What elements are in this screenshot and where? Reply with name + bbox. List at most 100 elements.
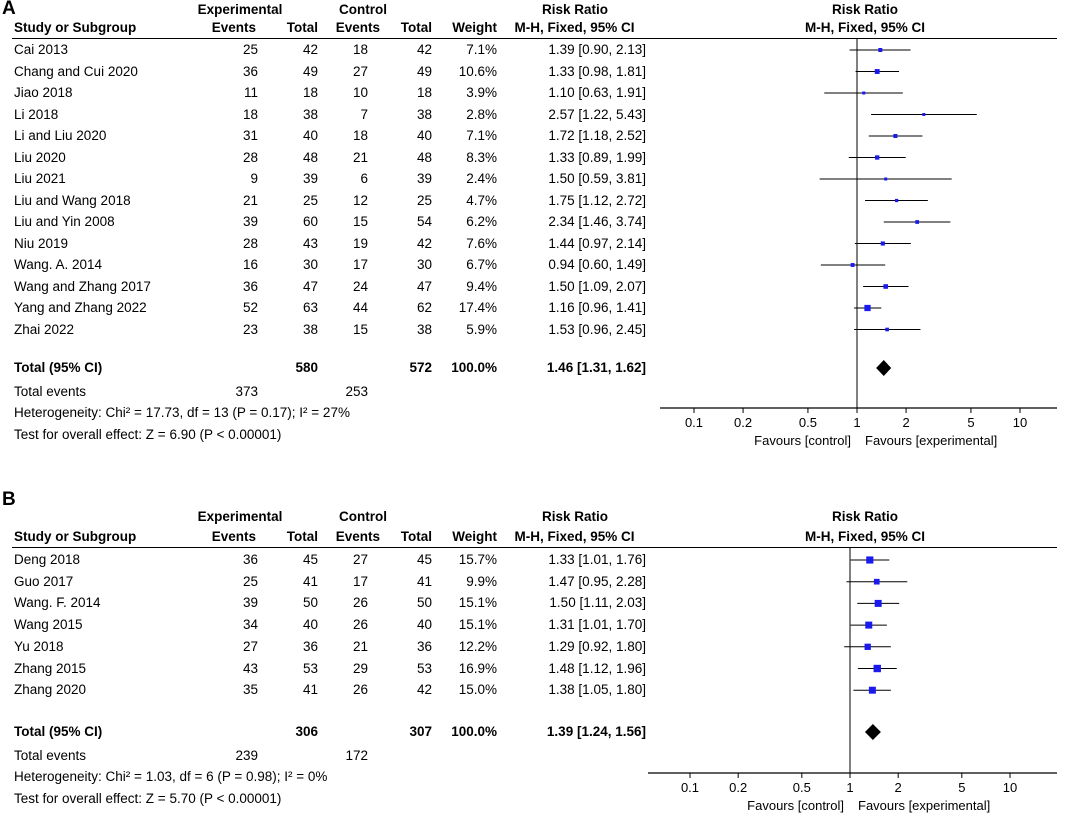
header-total-exp: Total: [286, 20, 318, 35]
risk-ratio-ci: 1.10 [0.63, 1.91]: [548, 85, 646, 100]
events-ctrl: 24: [352, 278, 368, 294]
study-name: Liu and Wang 2018: [14, 192, 131, 208]
events-exp: 27: [242, 638, 258, 654]
x-axis-tick-label: 1: [853, 415, 860, 430]
events-ctrl: 21: [352, 149, 368, 165]
total-ctrl: 45: [416, 552, 432, 567]
point-estimate-square: [874, 69, 880, 74]
pooled-estimate-diamond: [864, 724, 881, 740]
favours-control-label: Favours [control]: [754, 433, 851, 448]
study-name: Chang and Cui 2020: [14, 63, 138, 79]
events-exp: 11: [243, 85, 258, 100]
pooled-estimate-diamond: [876, 360, 892, 376]
forest-plot-panel-a: A Experimental Control Risk Ratio Risk Ratio…: [2, 0, 1057, 448]
total-risk-ratio-ci: 1.46 [1.31, 1.62]: [546, 360, 646, 375]
point-estimate-square: [873, 578, 880, 585]
total-ctrl: 30: [416, 257, 432, 272]
header-weight: Weight: [452, 529, 497, 544]
risk-ratio-ci: 1.53 [0.96, 2.45]: [548, 321, 646, 337]
risk-ratio-ci: 1.50 [0.59, 3.81]: [548, 171, 646, 186]
risk-ratio-ci: 1.33 [1.01, 1.76]: [548, 552, 646, 567]
point-estimate-square: [880, 241, 885, 246]
events-ctrl: 12: [352, 192, 368, 208]
events-exp: 36: [242, 63, 258, 79]
header-risk-ratio: Risk Ratio: [541, 2, 609, 17]
risk-ratio-ci: 1.31 [1.01, 1.70]: [548, 617, 646, 633]
header-experimental: Experimental: [197, 509, 283, 524]
risk-ratio-ci: 2.34 [1.46, 3.74]: [548, 214, 646, 229]
risk-ratio-ci: 1.44 [0.97, 2.14]: [548, 235, 646, 251]
weight: 16.9%: [458, 660, 497, 676]
events-ctrl: 29: [352, 660, 368, 676]
study-name: Guo 2017: [14, 573, 74, 589]
risk-ratio-ci: 1.39 [0.90, 2.13]: [548, 42, 646, 57]
weight: 9.4%: [466, 278, 497, 294]
events-exp: 31: [242, 128, 258, 143]
total-ctrl: 36: [416, 638, 432, 654]
panel-label: A: [2, 0, 16, 19]
header-method: M-H, Fixed, 95% CI: [514, 20, 635, 35]
events-ctrl: 26: [352, 617, 368, 633]
weight: 8.3%: [466, 149, 497, 165]
events-ctrl: 27: [352, 63, 368, 79]
point-estimate-square: [874, 599, 882, 607]
events-exp: 16: [242, 257, 258, 272]
total-ctrl: 53: [416, 660, 432, 676]
total-ctrl: 47: [416, 278, 432, 294]
total-exp: 36: [302, 638, 318, 654]
study-name: Wang. A. 2014: [14, 257, 103, 272]
study-name: Deng 2018: [14, 552, 81, 567]
total-ctrl-sum: 307: [409, 724, 432, 739]
point-estimate-square: [885, 327, 889, 332]
weight: 15.1%: [458, 595, 497, 611]
events-ctrl: 10: [352, 85, 368, 100]
study-name: Wang 2015: [14, 617, 83, 633]
weight: 5.9%: [466, 321, 497, 337]
total-exp: 45: [302, 552, 318, 567]
weight: 17.4%: [458, 300, 497, 315]
point-estimate-square: [915, 220, 920, 224]
header-total-exp: Total: [286, 529, 318, 544]
total-exp: 47: [302, 278, 318, 294]
heterogeneity: Heterogeneity: Chi² = 17.73, df = 13 (P …: [14, 405, 350, 420]
total-exp: 18: [302, 85, 318, 100]
weight: 10.6%: [458, 63, 497, 79]
events-exp: 34: [242, 617, 258, 633]
header-risk-ratio-plot: Risk Ratio: [831, 2, 899, 17]
header-events-ctrl: Events: [335, 529, 380, 544]
total-ctrl: 48: [416, 149, 432, 165]
header-method-plot: M-H, Fixed, 95% CI: [804, 529, 926, 544]
total-ctrl: 62: [416, 300, 432, 315]
study-name: Li 2018: [14, 106, 59, 122]
weight: 7.6%: [466, 235, 497, 251]
study-name: Zhang 2015: [14, 660, 87, 676]
point-estimate-square: [893, 134, 898, 138]
total-ctrl: 40: [416, 128, 432, 143]
total-events-exp: 373: [235, 383, 258, 399]
events-ctrl: 21: [352, 638, 368, 654]
x-axis-tick-label: 2: [895, 780, 902, 795]
total-exp: 43: [302, 235, 318, 251]
study-name: Yang and Zhang 2022: [14, 300, 147, 315]
study-name: Yu 2018: [14, 638, 64, 654]
weight: 6.2%: [466, 214, 497, 229]
header-method-plot: M-H, Fixed, 95% CI: [804, 20, 926, 35]
weight: 4.7%: [466, 192, 497, 208]
study-name: Zhang 2020: [14, 682, 87, 698]
total-ctrl: 41: [416, 573, 432, 589]
weight: 15.7%: [458, 552, 497, 567]
point-estimate-square: [884, 177, 888, 181]
total-ctrl: 49: [416, 63, 432, 79]
study-name: Liu 2021: [14, 171, 66, 186]
study-name: Wang. F. 2014: [14, 595, 101, 611]
total-events-ctrl: 253: [345, 383, 368, 399]
x-axis-tick-label: 0.2: [734, 415, 752, 430]
x-axis-tick-label: 1: [846, 780, 853, 795]
study-name: Zhai 2022: [14, 321, 75, 337]
total-ctrl: 42: [416, 682, 432, 698]
total-exp: 63: [302, 300, 318, 315]
events-exp: 43: [242, 660, 258, 676]
header-experimental: Experimental: [197, 2, 283, 17]
total-exp: 60: [302, 214, 318, 229]
events-ctrl: 17: [352, 573, 368, 589]
